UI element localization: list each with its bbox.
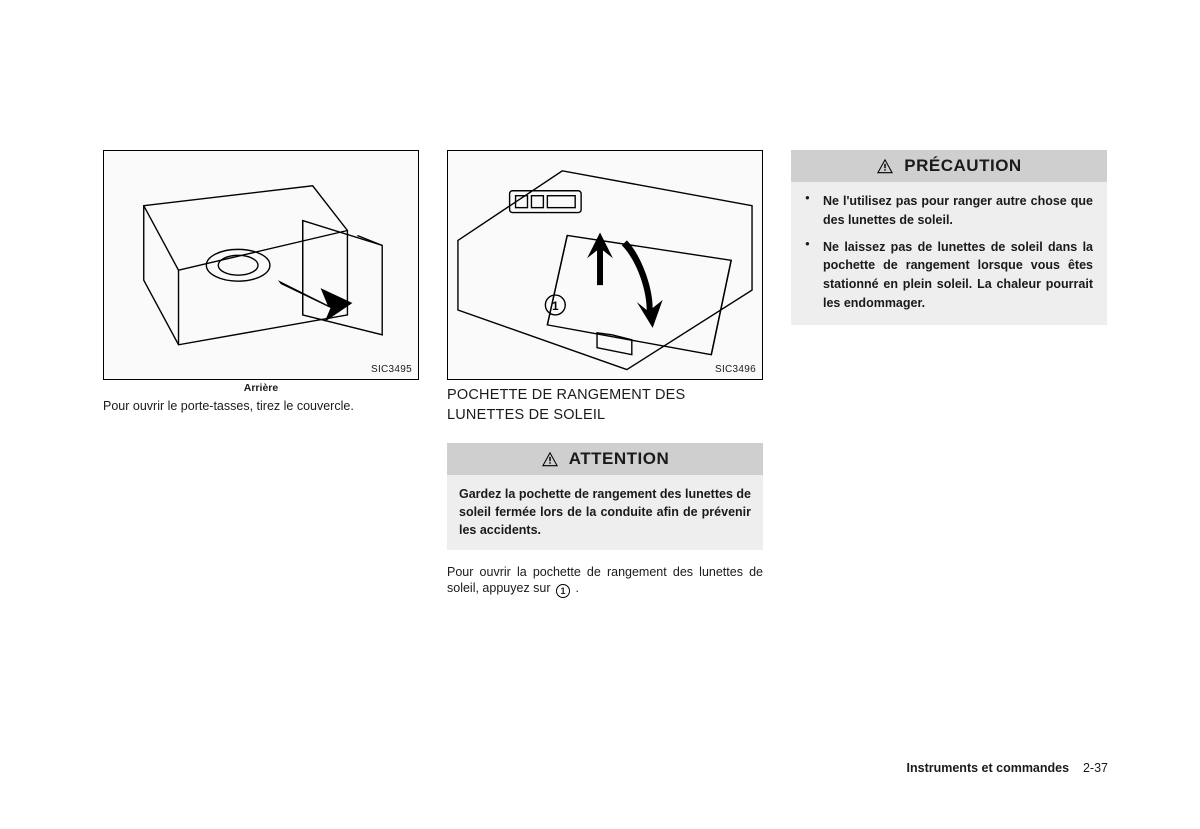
precaution-header: PRÉCAUTION <box>791 150 1107 182</box>
svg-text:1: 1 <box>552 299 559 313</box>
figure-rear-cupholder: SIC3495 <box>103 150 419 380</box>
instruction-after: . <box>572 581 579 595</box>
attention-title: ATTENTION <box>569 449 670 469</box>
figure-sunglasses-holder: 1 SIC3496 <box>447 150 763 380</box>
column-left: SIC3495 Arrière Pour ouvrir le porte-tas… <box>103 150 419 598</box>
column-right: PRÉCAUTION Ne l'utilisez pas pour ranger… <box>791 150 1107 598</box>
precaution-body: Ne l'utilisez pas pour ranger autre chos… <box>791 182 1107 325</box>
circled-1-icon: 1 <box>556 584 570 598</box>
attention-header: ATTENTION <box>447 443 763 475</box>
warning-triangle-icon <box>876 158 894 174</box>
precaution-list: Ne l'utilisez pas pour ranger autre chos… <box>805 192 1093 313</box>
page-footer: Instruments et commandes 2-37 <box>907 761 1108 775</box>
list-item: Ne laissez pas de lunettes de soleil dan… <box>805 238 1093 313</box>
warning-triangle-icon <box>541 451 559 467</box>
footer-page: 2-37 <box>1083 761 1108 775</box>
figure-code: SIC3496 <box>715 364 756 375</box>
list-item: Ne l'utilisez pas pour ranger autre chos… <box>805 192 1093 230</box>
figure-caption: Arrière <box>103 382 419 394</box>
column-middle: 1 SIC3496 POCHETTE DE RANGEMENT DES LUNE… <box>447 150 763 598</box>
sunglasses-instruction-text: Pour ouvrir la pochette de rangement des… <box>447 564 763 599</box>
page-content: SIC3495 Arrière Pour ouvrir le porte-tas… <box>0 0 1200 598</box>
sunglasses-holder-illustration-icon: 1 <box>448 151 762 380</box>
cupholder-instruction-text: Pour ouvrir le porte-tasses, tirez le co… <box>103 398 419 415</box>
cupholder-illustration-icon <box>104 151 418 380</box>
instruction-before: Pour ouvrir la pochette de rangement des… <box>447 565 763 596</box>
attention-body: Gardez la pochette de rangement des lune… <box>447 475 763 549</box>
figure-code: SIC3495 <box>371 364 412 375</box>
section-heading: POCHETTE DE RANGEMENT DES LUNETTES DE SO… <box>447 386 763 425</box>
precaution-title: PRÉCAUTION <box>904 156 1021 176</box>
footer-section: Instruments et commandes <box>907 761 1070 775</box>
